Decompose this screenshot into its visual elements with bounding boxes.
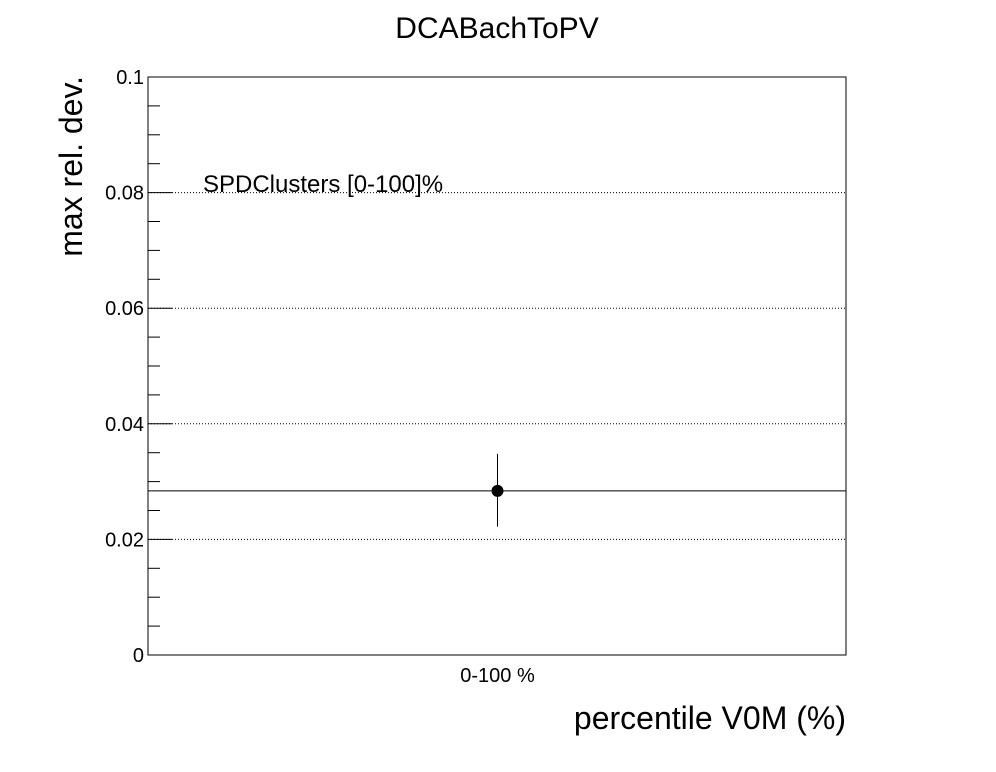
y-tick-label: 0.04 bbox=[105, 414, 144, 436]
grid-lines bbox=[148, 76, 846, 656]
y-tick-labels: 0 0.02 0.04 0.06 0.08 0.1 bbox=[105, 67, 172, 667]
x-axis-label: percentile V0M (%) bbox=[574, 700, 846, 736]
y-tick-label: 0.1 bbox=[116, 67, 144, 89]
y-tick-label: 0.06 bbox=[105, 298, 144, 320]
plot-frame bbox=[147, 76, 847, 656]
y-minor-ticks bbox=[148, 105, 160, 627]
chart-annotation: SPDClusters [0-100]% bbox=[203, 171, 443, 198]
y-axis-label: max rel. dev. bbox=[53, 76, 89, 257]
y-tick-label: 0.02 bbox=[105, 529, 144, 551]
y-tick-label: 0 bbox=[133, 645, 144, 667]
data-point bbox=[491, 484, 504, 497]
chart-title: DCABachToPV bbox=[395, 12, 598, 45]
y-tick-label: 0.08 bbox=[105, 183, 144, 205]
x-tick-label: 0-100 % bbox=[460, 665, 535, 687]
